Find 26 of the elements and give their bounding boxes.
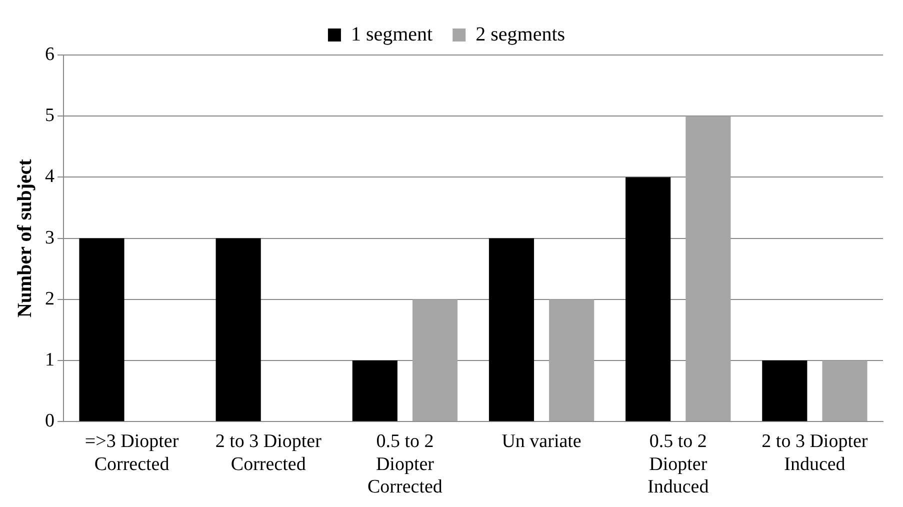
x-tick-label: =>3 Diopter Corrected: [84, 430, 180, 475]
bar: [626, 177, 671, 422]
bar: [216, 238, 261, 422]
x-tick-label: 2 to 3 Diopter Induced: [762, 430, 868, 475]
y-tick-label: 5: [45, 105, 54, 126]
y-tick-label: 3: [45, 227, 54, 248]
bar: [822, 360, 868, 422]
y-tick-label: 1: [45, 349, 54, 370]
x-tick-label: 0.5 to 2 Diopter Induced: [648, 430, 710, 498]
bar: [686, 116, 731, 422]
bar: [412, 299, 458, 422]
bar: [488, 238, 534, 422]
bar: [79, 238, 124, 422]
y-tick-label: 0: [45, 410, 54, 432]
y-tick-label: 2: [45, 288, 54, 310]
x-tick-label: Un variate: [502, 430, 582, 452]
x-tick-label: 2 to 3 Diopter Corrected: [215, 430, 322, 475]
y-tick-label: 6: [45, 44, 54, 65]
bar: [352, 360, 398, 422]
y-tick-label: 4: [45, 166, 55, 188]
x-tick-label: 0.5 to 2 Diopter Corrected: [368, 430, 443, 498]
legend-label: 1 segment: [350, 23, 434, 46]
bar: [549, 299, 594, 422]
y-axis-title: Number of subject: [14, 158, 36, 318]
bar: [762, 360, 808, 422]
legend-label: 2 segments: [476, 23, 566, 46]
